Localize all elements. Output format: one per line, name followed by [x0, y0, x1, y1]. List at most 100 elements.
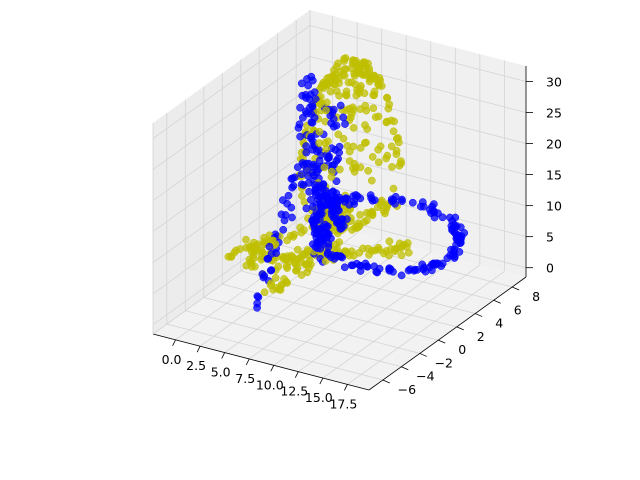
yellow-data-point	[387, 142, 396, 151]
yellow-data-point	[397, 251, 406, 260]
blue-data-point	[339, 222, 348, 230]
yellow-data-point	[258, 248, 267, 257]
yellow-data-point	[404, 248, 413, 257]
yellow-data-point	[374, 145, 382, 154]
yellow-data-point	[345, 147, 354, 156]
yellow-data-point	[245, 255, 254, 264]
blue-data-point	[314, 195, 322, 203]
axis-ticks: 0.0 2.5 5.0 7.5 10.012.515.017.5−6−4−2024680…	[162, 75, 562, 412]
y-tick-label: 2	[477, 329, 485, 344]
blue-data-point	[362, 262, 371, 271]
blue-data-point	[267, 266, 276, 274]
x-tick-mark	[172, 339, 176, 347]
blue-data-point	[253, 299, 262, 308]
blue-data-point	[406, 265, 415, 274]
yellow-data-point	[334, 130, 343, 139]
blue-data-point	[332, 177, 341, 186]
blue-data-point	[334, 154, 342, 163]
yellow-data-point	[348, 103, 357, 112]
blue-data-point	[385, 266, 394, 275]
z-tick-label: 25	[546, 106, 562, 121]
blue-data-point	[338, 253, 347, 262]
yellow-data-point	[392, 146, 401, 155]
yellow-data-point	[327, 173, 336, 181]
yellow-data-point	[335, 91, 343, 100]
x-tick-label: 12.5	[280, 384, 308, 399]
blue-data-point	[373, 268, 382, 277]
y-tick-mark	[456, 326, 464, 331]
yellow-data-point	[293, 264, 302, 272]
blue-data-point	[295, 120, 304, 129]
yellow-data-point	[282, 277, 291, 286]
x-tick-mark	[221, 352, 226, 359]
data-points	[224, 54, 469, 312]
x-tick-label: 17.5	[329, 396, 357, 411]
yellow-data-point	[301, 260, 309, 269]
blue-data-point	[288, 213, 296, 222]
blue-data-point	[302, 204, 311, 213]
yellow-data-point	[366, 209, 374, 218]
x-tick-mark	[245, 358, 250, 366]
blue-data-point	[408, 198, 417, 207]
yellow-data-point	[346, 113, 355, 122]
yellow-data-point	[374, 203, 382, 212]
blue-data-point	[317, 237, 326, 246]
yellow-data-point	[347, 64, 356, 73]
yellow-data-point	[290, 230, 299, 239]
x-tick-mark	[270, 365, 275, 372]
y-tick-mark	[382, 379, 391, 384]
x-tick-mark	[319, 377, 324, 385]
yellow-data-point	[389, 127, 398, 136]
blue-data-point	[302, 165, 311, 174]
blue-data-point	[318, 200, 326, 209]
yellow-data-point	[356, 105, 365, 113]
blue-data-point	[315, 156, 324, 165]
yellow-data-point	[355, 248, 364, 257]
yellow-data-point	[297, 271, 306, 279]
y-tick-label: 0	[458, 342, 466, 357]
blue-data-point	[391, 199, 399, 208]
y-tick-mark	[438, 339, 446, 344]
yellow-data-point	[250, 245, 259, 254]
yellow-data-point	[293, 245, 302, 254]
blue-data-point	[297, 79, 306, 88]
y-tick-label: −6	[398, 382, 416, 397]
blue-data-point	[329, 122, 338, 131]
yellow-data-point	[322, 106, 330, 115]
blue-data-point	[309, 163, 318, 171]
blue-data-point	[265, 242, 274, 251]
yellow-data-point	[368, 153, 377, 161]
blue-data-point	[330, 160, 338, 169]
blue-data-point	[328, 108, 337, 117]
x-tick-mark	[196, 346, 201, 353]
blue-data-point	[347, 261, 356, 270]
blue-data-point	[368, 196, 377, 205]
yellow-data-point	[342, 248, 351, 256]
blue-data-point	[421, 267, 430, 276]
yellow-data-point	[390, 117, 398, 126]
yellow-data-point	[361, 121, 369, 129]
yellow-data-point	[364, 166, 373, 175]
blue-data-point	[306, 103, 314, 112]
blue-data-point	[329, 206, 338, 214]
yellow-data-point	[356, 144, 365, 152]
blue-data-point	[446, 213, 454, 222]
blue-data-point	[263, 255, 272, 263]
blue-data-point	[299, 181, 308, 189]
blue-data-point	[303, 75, 311, 83]
z-tick-label: 30	[546, 75, 562, 90]
blue-data-point	[340, 263, 349, 272]
x-axis-line	[152, 333, 370, 391]
z-tick-label: 20	[546, 137, 562, 152]
yellow-data-point	[360, 58, 369, 67]
yellow-data-point	[361, 139, 369, 147]
yellow-data-point	[358, 70, 367, 79]
blue-data-point	[313, 212, 322, 221]
y-tick-mark	[401, 366, 409, 371]
blue-data-point	[277, 210, 286, 219]
y-tick-mark	[419, 353, 427, 357]
blue-data-point	[356, 267, 365, 275]
z-tick-label: 10	[546, 199, 562, 214]
x-tick-label: 7.5	[235, 371, 255, 386]
yellow-data-point	[299, 252, 307, 260]
